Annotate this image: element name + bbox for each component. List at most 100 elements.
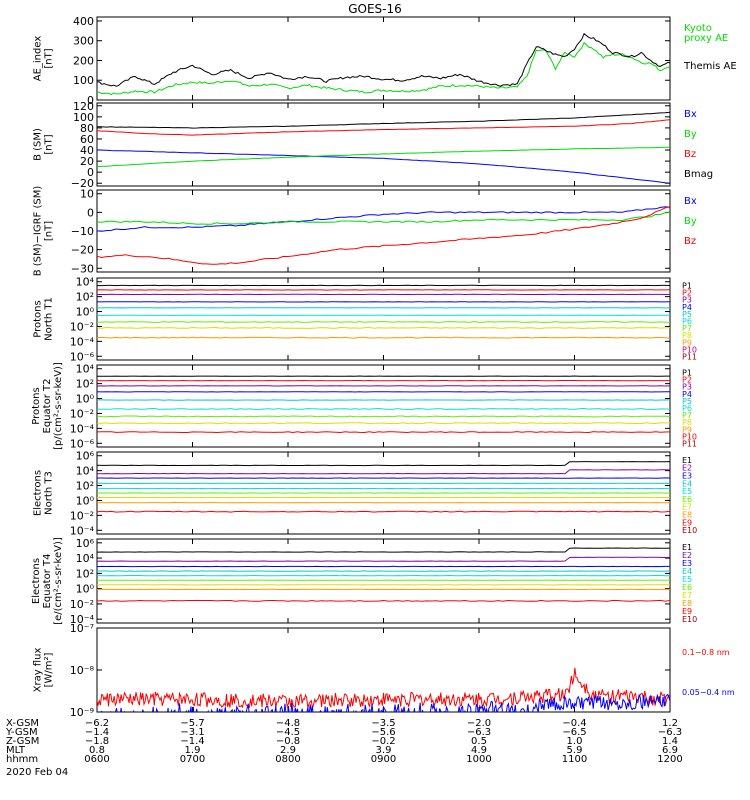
footer-value: 1000 <box>466 754 491 765</box>
plot-area <box>97 111 670 184</box>
legend-label: P5 <box>682 397 692 406</box>
y-tick-label: 100 <box>73 111 94 124</box>
series-line-bmag <box>97 111 670 129</box>
legend-label: E2 <box>682 551 692 560</box>
legend-label: E8 <box>682 599 692 608</box>
plot-title: GOES-16 <box>348 2 402 16</box>
footer-value: 4.9 <box>471 745 487 756</box>
footer-value: −6.3 <box>658 727 682 738</box>
series-line-0-1-0-8-nm <box>97 667 670 709</box>
legend-label: E8 <box>682 511 692 520</box>
series-line-e1 <box>97 461 670 467</box>
legend-label: P6 <box>682 404 692 413</box>
footer-value: −1.4 <box>85 727 109 738</box>
footer-value: 1.4 <box>662 736 678 747</box>
footer-value: −1.8 <box>85 736 109 747</box>
y-axis-label: [nT] <box>44 48 55 68</box>
legend-label: P4 <box>682 303 692 312</box>
y-tick-label: 0 <box>87 166 94 179</box>
y-axis-label: [nT] <box>44 221 55 241</box>
series-line-p9 <box>97 336 670 339</box>
plot-area <box>97 461 670 513</box>
series-line-e9 <box>97 510 670 513</box>
legend-label: E10 <box>682 615 697 624</box>
legend-label: P7 <box>682 324 692 333</box>
y-tick-label: 10⁻⁶ <box>70 350 95 363</box>
y-axis-label: B (SM)−IGRF (SM) <box>33 186 44 277</box>
y-axis-label: Equator T4 <box>42 554 53 609</box>
series-line-bz <box>97 206 670 265</box>
y-tick-label: 80 <box>80 122 94 135</box>
y-tick-label: 10⁻² <box>70 598 94 611</box>
legend-label: By <box>684 216 697 227</box>
y-tick-label: −30 <box>71 262 94 275</box>
y-tick-label: 40 <box>80 144 94 157</box>
y-tick-label: 10⁰ <box>76 306 95 319</box>
y-tick-label: 10⁴ <box>76 552 95 565</box>
footer-value: −3.5 <box>371 718 395 729</box>
series-line-p10 <box>97 431 670 434</box>
footer-value: −0.4 <box>562 718 586 729</box>
legend-label: Bx <box>684 196 697 207</box>
y-tick-label: 10⁴ <box>76 276 95 289</box>
y-tick-label: 10⁶ <box>76 537 95 550</box>
y-tick-label: −20 <box>71 244 94 257</box>
footer-row-label: X-GSM <box>6 718 39 729</box>
footer-value: 1.0 <box>567 736 583 747</box>
legend-label: P6 <box>682 317 692 326</box>
y-tick-label: 10⁴ <box>76 363 95 376</box>
y-tick-label: 10⁻⁴ <box>70 613 95 626</box>
y-axis-label: Electrons <box>33 470 44 516</box>
y-tick-label: 10⁻⁴ <box>70 422 95 435</box>
footer-value: 1200 <box>657 754 682 765</box>
y-tick-label: 10⁰ <box>76 583 95 596</box>
legend-label: P9 <box>682 338 692 347</box>
legend-label: E10 <box>682 526 697 535</box>
legend: 0.1−0.8 nm 0.05−0.4 nm <box>682 648 735 697</box>
y-tick-label: 20 <box>80 155 94 168</box>
footer-row-label: Y-GSM <box>5 727 38 738</box>
legend-label: P2 <box>682 376 692 385</box>
footer-value: 0800 <box>275 754 300 765</box>
legend: Bx By Bz Bmag <box>684 109 713 180</box>
series-line-0-05-0-4-nm <box>97 693 670 712</box>
series-line-kyoto-proxy-ae <box>97 41 670 96</box>
y-axis-label: Equator T2 <box>42 379 53 434</box>
series-line-e2 <box>97 469 670 475</box>
panel-bigrf: 10 0 −10 −20 −30 B (SM)−IGRF (SM) [nT] Bx By Bz <box>33 186 697 277</box>
series-line-bx <box>97 206 670 232</box>
legend-label: P9 <box>682 425 692 434</box>
legend-label: E5 <box>682 487 692 496</box>
y-tick-label: 100 <box>73 74 94 87</box>
series-line-p7 <box>97 415 670 418</box>
series-line-by <box>97 146 670 168</box>
y-tick-label: 10⁻⁷ <box>70 622 94 635</box>
footer-value: −0.2 <box>371 736 395 747</box>
legend-label: P2 <box>682 289 692 298</box>
footer-value: 2.9 <box>280 745 296 756</box>
series-line-by <box>97 212 670 225</box>
y-tick-label: −20 <box>71 177 94 190</box>
legend-label: Bmag <box>684 169 713 180</box>
footer-date: 2020 Feb 04 <box>6 767 68 778</box>
legend-label: P8 <box>682 331 692 340</box>
y-tick-label: 0 <box>87 94 94 107</box>
legend-label: E7 <box>682 503 692 512</box>
y-axis-label: Protons <box>31 387 42 424</box>
legend-label: P1 <box>682 282 692 291</box>
series-line-bz <box>97 119 670 136</box>
y-axis-label: [W/m²] <box>44 652 55 687</box>
y-axis-label: Protons <box>33 300 44 337</box>
y-tick-label: 10⁰ <box>76 494 95 507</box>
legend-label: E3 <box>682 472 692 481</box>
footer-value: 5.9 <box>567 745 583 756</box>
y-axis-label: [nT] <box>44 134 55 154</box>
legend-label: E6 <box>682 583 692 592</box>
legend-label: E4 <box>682 479 692 488</box>
legend-label: E1 <box>682 456 692 465</box>
